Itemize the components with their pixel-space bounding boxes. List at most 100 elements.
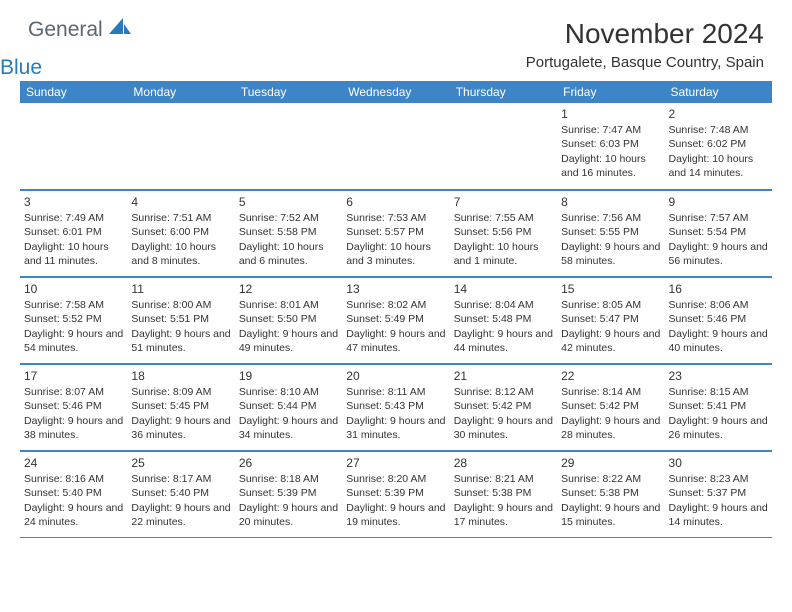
sunset-text: Sunset: 5:54 PM <box>669 225 768 239</box>
month-title: November 2024 <box>526 18 764 50</box>
sunrise-text: Sunrise: 8:04 AM <box>454 298 553 312</box>
sunset-text: Sunset: 5:56 PM <box>454 225 553 239</box>
sunrise-text: Sunrise: 7:52 AM <box>239 211 338 225</box>
sunrise-text: Sunrise: 8:09 AM <box>131 385 230 399</box>
day-cell: 8Sunrise: 7:56 AMSunset: 5:55 PMDaylight… <box>557 190 664 276</box>
empty-day-cell <box>450 103 557 189</box>
daylight-text: Daylight: 9 hours and 51 minutes. <box>131 327 230 355</box>
day-cell: 10Sunrise: 7:58 AMSunset: 5:52 PMDayligh… <box>20 277 127 363</box>
day-number: 26 <box>239 455 338 471</box>
sunset-text: Sunset: 5:57 PM <box>346 225 445 239</box>
daylight-text: Daylight: 9 hours and 36 minutes. <box>131 414 230 442</box>
day-number: 18 <box>131 368 230 384</box>
sunset-text: Sunset: 5:40 PM <box>24 486 123 500</box>
sunrise-text: Sunrise: 7:51 AM <box>131 211 230 225</box>
daylight-text: Daylight: 9 hours and 26 minutes. <box>669 414 768 442</box>
day-number: 6 <box>346 194 445 210</box>
brand-logo: General Blue <box>28 18 133 66</box>
day-cell: 29Sunrise: 8:22 AMSunset: 5:38 PMDayligh… <box>557 451 664 537</box>
day-cell: 2Sunrise: 7:48 AMSunset: 6:02 PMDaylight… <box>665 103 772 189</box>
day-cell: 7Sunrise: 7:55 AMSunset: 5:56 PMDaylight… <box>450 190 557 276</box>
day-number: 19 <box>239 368 338 384</box>
sunset-text: Sunset: 5:46 PM <box>669 312 768 326</box>
day-cell: 5Sunrise: 7:52 AMSunset: 5:58 PMDaylight… <box>235 190 342 276</box>
sunrise-text: Sunrise: 8:22 AM <box>561 472 660 486</box>
daylight-text: Daylight: 9 hours and 17 minutes. <box>454 501 553 529</box>
sunset-text: Sunset: 5:38 PM <box>454 486 553 500</box>
sunset-text: Sunset: 5:52 PM <box>24 312 123 326</box>
week-row: 24Sunrise: 8:16 AMSunset: 5:40 PMDayligh… <box>20 451 772 538</box>
day-header: Wednesday <box>342 81 449 103</box>
day-cell: 28Sunrise: 8:21 AMSunset: 5:38 PMDayligh… <box>450 451 557 537</box>
sunset-text: Sunset: 5:45 PM <box>131 399 230 413</box>
day-header: Sunday <box>20 81 127 103</box>
day-header: Thursday <box>450 81 557 103</box>
daylight-text: Daylight: 9 hours and 28 minutes. <box>561 414 660 442</box>
daylight-text: Daylight: 9 hours and 42 minutes. <box>561 327 660 355</box>
day-header: Friday <box>557 81 664 103</box>
calendar-grid: SundayMondayTuesdayWednesdayThursdayFrid… <box>20 81 772 538</box>
sunset-text: Sunset: 6:03 PM <box>561 137 660 151</box>
day-header: Monday <box>127 81 234 103</box>
day-cell: 26Sunrise: 8:18 AMSunset: 5:39 PMDayligh… <box>235 451 342 537</box>
sunrise-text: Sunrise: 8:21 AM <box>454 472 553 486</box>
sunrise-text: Sunrise: 8:07 AM <box>24 385 123 399</box>
sunset-text: Sunset: 5:41 PM <box>669 399 768 413</box>
day-number: 23 <box>669 368 768 384</box>
sunrise-text: Sunrise: 8:11 AM <box>346 385 445 399</box>
sunset-text: Sunset: 5:49 PM <box>346 312 445 326</box>
location-label: Portugalete, Basque Country, Spain <box>526 54 764 71</box>
daylight-text: Daylight: 9 hours and 38 minutes. <box>24 414 123 442</box>
brand-text-general: General <box>28 18 103 41</box>
sunset-text: Sunset: 5:40 PM <box>131 486 230 500</box>
day-cell: 17Sunrise: 8:07 AMSunset: 5:46 PMDayligh… <box>20 364 127 450</box>
day-number: 16 <box>669 281 768 297</box>
daylight-text: Daylight: 9 hours and 19 minutes. <box>346 501 445 529</box>
day-cell: 13Sunrise: 8:02 AMSunset: 5:49 PMDayligh… <box>342 277 449 363</box>
daylight-text: Daylight: 9 hours and 30 minutes. <box>454 414 553 442</box>
day-number: 27 <box>346 455 445 471</box>
day-number: 3 <box>24 194 123 210</box>
sunrise-text: Sunrise: 8:16 AM <box>24 472 123 486</box>
sunset-text: Sunset: 5:42 PM <box>454 399 553 413</box>
day-cell: 9Sunrise: 7:57 AMSunset: 5:54 PMDaylight… <box>665 190 772 276</box>
day-number: 7 <box>454 194 553 210</box>
day-header: Tuesday <box>235 81 342 103</box>
daylight-text: Daylight: 9 hours and 49 minutes. <box>239 327 338 355</box>
daylight-text: Daylight: 9 hours and 40 minutes. <box>669 327 768 355</box>
day-cell: 23Sunrise: 8:15 AMSunset: 5:41 PMDayligh… <box>665 364 772 450</box>
sunset-text: Sunset: 5:50 PM <box>239 312 338 326</box>
title-block: November 2024 Portugalete, Basque Countr… <box>526 18 764 71</box>
sunset-text: Sunset: 5:39 PM <box>346 486 445 500</box>
week-row: 17Sunrise: 8:07 AMSunset: 5:46 PMDayligh… <box>20 364 772 451</box>
sunrise-text: Sunrise: 8:02 AM <box>346 298 445 312</box>
sunset-text: Sunset: 5:37 PM <box>669 486 768 500</box>
day-number: 30 <box>669 455 768 471</box>
day-number: 9 <box>669 194 768 210</box>
daylight-text: Daylight: 9 hours and 47 minutes. <box>346 327 445 355</box>
sunset-text: Sunset: 6:01 PM <box>24 225 123 239</box>
day-number: 28 <box>454 455 553 471</box>
empty-day-cell <box>342 103 449 189</box>
empty-day-cell <box>20 103 127 189</box>
sunrise-text: Sunrise: 7:48 AM <box>669 123 768 137</box>
sunrise-text: Sunrise: 7:55 AM <box>454 211 553 225</box>
daylight-text: Daylight: 9 hours and 58 minutes. <box>561 240 660 268</box>
day-cell: 1Sunrise: 7:47 AMSunset: 6:03 PMDaylight… <box>557 103 664 189</box>
day-cell: 20Sunrise: 8:11 AMSunset: 5:43 PMDayligh… <box>342 364 449 450</box>
sunrise-text: Sunrise: 8:12 AM <box>454 385 553 399</box>
sunset-text: Sunset: 5:48 PM <box>454 312 553 326</box>
sunrise-text: Sunrise: 8:23 AM <box>669 472 768 486</box>
week-row: 3Sunrise: 7:49 AMSunset: 6:01 PMDaylight… <box>20 190 772 277</box>
daylight-text: Daylight: 9 hours and 54 minutes. <box>24 327 123 355</box>
day-number: 1 <box>561 106 660 122</box>
sunrise-text: Sunrise: 8:17 AM <box>131 472 230 486</box>
daylight-text: Daylight: 10 hours and 8 minutes. <box>131 240 230 268</box>
sunset-text: Sunset: 5:38 PM <box>561 486 660 500</box>
sunrise-text: Sunrise: 7:58 AM <box>24 298 123 312</box>
sunrise-text: Sunrise: 8:18 AM <box>239 472 338 486</box>
day-cell: 11Sunrise: 8:00 AMSunset: 5:51 PMDayligh… <box>127 277 234 363</box>
daylight-text: Daylight: 9 hours and 15 minutes. <box>561 501 660 529</box>
daylight-text: Daylight: 10 hours and 3 minutes. <box>346 240 445 268</box>
daylight-text: Daylight: 10 hours and 16 minutes. <box>561 152 660 180</box>
